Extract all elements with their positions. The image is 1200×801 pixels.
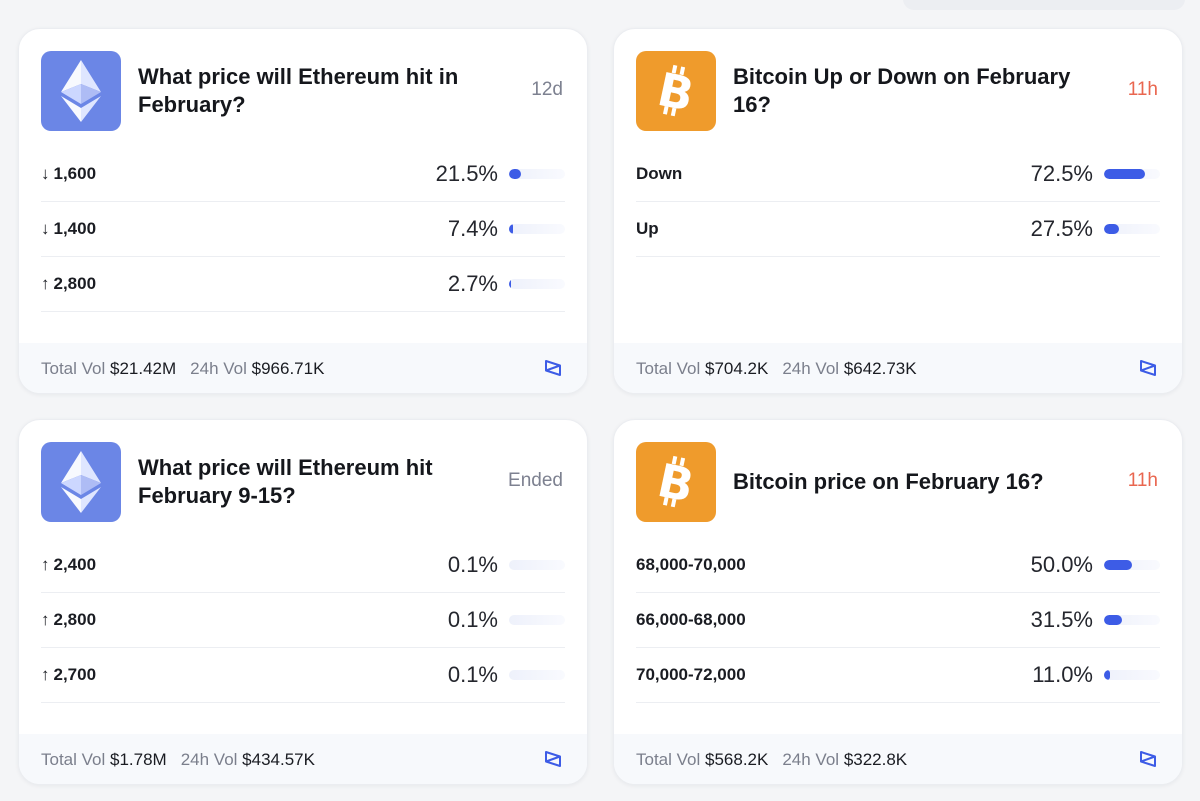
market-title[interactable]: Bitcoin price on February 16? [733, 469, 1044, 494]
probability-bar [509, 279, 565, 289]
arrow-up-icon: ↑ [41, 610, 50, 629]
outcome-percent: 0.1% [447, 552, 498, 577]
outcome-label: ↑ 2,700 [41, 665, 97, 684]
market-link-icon[interactable] [543, 358, 563, 378]
market-card[interactable]: What price will Ethereum hit February 9-… [18, 419, 588, 785]
probability-bar [1104, 169, 1160, 179]
arrow-down-icon: ↓ [41, 164, 50, 183]
market-card[interactable]: What price will Ethereum hit in February… [18, 28, 588, 394]
outcome-label: ↑ 2,800 [41, 610, 97, 629]
market-title[interactable]: Bitcoin Up or Down on February 16? [733, 64, 1071, 117]
outcome-row[interactable]: ↑ 2,700 0.1% [41, 648, 565, 703]
market-time-remaining: 11h [1127, 79, 1158, 100]
market-title[interactable]: What price will Ethereum hit in February… [138, 64, 459, 117]
market-title[interactable]: What price will Ethereum hit February 9-… [138, 455, 433, 508]
outcome-percent: 0.1% [447, 607, 498, 632]
ethereum-icon [41, 442, 121, 522]
probability-bar [509, 615, 565, 625]
outcome-row[interactable]: Up 27.5% [636, 202, 1160, 257]
outcome-label: Down [636, 164, 683, 183]
market-link-icon[interactable] [1138, 749, 1158, 769]
arrow-down-icon: ↓ [41, 219, 50, 238]
probability-bar [1104, 615, 1160, 625]
search-bar-edge [903, 0, 1185, 10]
outcome-percent: 0.1% [447, 662, 498, 687]
arrow-up-icon: ↑ [41, 665, 50, 684]
market-link-icon[interactable] [543, 749, 563, 769]
bitcoin-icon: B [636, 51, 716, 131]
outcome-row[interactable]: ↓ 1,600 21.5% [41, 147, 565, 202]
outcome-label: ↓ 1,600 [41, 164, 97, 183]
outcome-row[interactable]: Down 72.5% [636, 147, 1160, 202]
probability-bar [509, 169, 565, 179]
outcome-percent: 2.7% [447, 271, 498, 296]
outcome-row[interactable]: ↑ 2,400 0.1% [41, 538, 565, 593]
probability-bar [1104, 670, 1160, 680]
market-card[interactable]: B Bitcoin price on February 16? 11h 68,0… [613, 419, 1183, 785]
volume-stats: Total Vol $704.2K 24h Vol $642.73K [636, 359, 917, 378]
outcome-row[interactable]: ↑ 2,800 2.7% [41, 257, 565, 312]
market-card[interactable]: B Bitcoin Up or Down on February 16? 11h… [613, 28, 1183, 394]
card-footer: Total Vol $1.78M 24h Vol $434.57K [19, 734, 587, 784]
card-footer: Total Vol $704.2K 24h Vol $642.73K [614, 343, 1182, 393]
card-footer: Total Vol $21.42M 24h Vol $966.71K [19, 343, 587, 393]
outcome-label: ↓ 1,400 [41, 219, 97, 238]
outcome-label: ↑ 2,400 [41, 555, 97, 574]
market-link-icon[interactable] [1138, 358, 1158, 378]
outcome-row[interactable]: ↑ 2,800 0.1% [41, 593, 565, 648]
outcome-label: 68,000-70,000 [636, 555, 746, 574]
market-time-remaining: 11h [1127, 470, 1158, 491]
outcome-row[interactable]: 68,000-70,000 50.0% [636, 538, 1160, 593]
arrow-up-icon: ↑ [41, 555, 50, 574]
market-time-remaining: 12d [531, 79, 563, 100]
probability-bar [1104, 560, 1160, 570]
market-status: Ended [508, 470, 563, 491]
volume-stats: Total Vol $568.2K 24h Vol $322.8K [636, 750, 908, 769]
card-footer: Total Vol $568.2K 24h Vol $322.8K [614, 734, 1182, 784]
volume-stats: Total Vol $21.42M 24h Vol $966.71K [41, 359, 325, 378]
probability-bar [509, 560, 565, 570]
outcome-row[interactable]: ↓ 1,400 7.4% [41, 202, 565, 257]
outcome-percent: 50.0% [1030, 552, 1093, 577]
outcome-percent: 72.5% [1030, 161, 1093, 186]
probability-bar [1104, 224, 1160, 234]
outcome-percent: 11.0% [1032, 662, 1093, 687]
outcome-label: ↑ 2,800 [41, 274, 97, 293]
volume-stats: Total Vol $1.78M 24h Vol $434.57K [41, 750, 315, 769]
outcome-percent: 21.5% [435, 161, 498, 186]
bitcoin-icon: B [636, 442, 716, 522]
arrow-up-icon: ↑ [41, 274, 50, 293]
probability-bar [509, 670, 565, 680]
outcome-percent: 7.4% [447, 216, 498, 241]
outcome-percent: 27.5% [1030, 216, 1093, 241]
outcome-label: Up [636, 219, 659, 238]
outcome-label: 66,000-68,000 [636, 610, 746, 629]
probability-bar [509, 224, 565, 234]
outcome-percent: 31.5% [1030, 607, 1093, 632]
outcome-row[interactable]: 66,000-68,000 31.5% [636, 593, 1160, 648]
outcome-label: 70,000-72,000 [636, 665, 746, 684]
outcome-row[interactable]: 70,000-72,000 11.0% [636, 648, 1160, 703]
ethereum-icon [41, 51, 121, 131]
